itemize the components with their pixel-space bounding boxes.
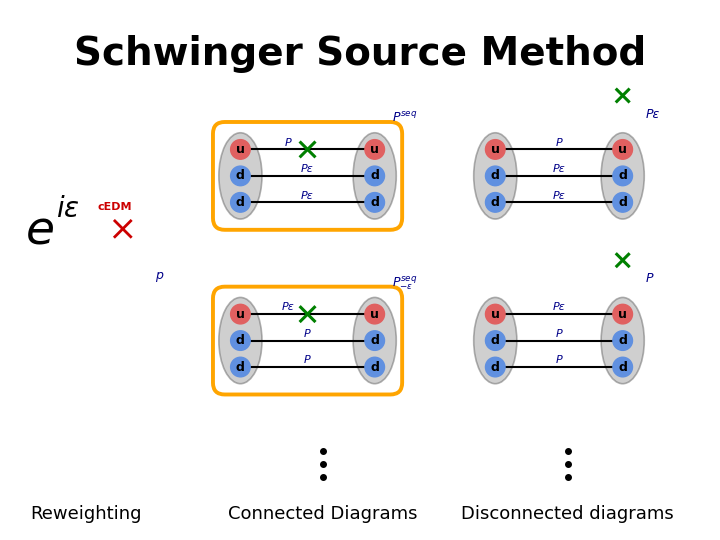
Text: P: P xyxy=(645,272,653,285)
Text: d: d xyxy=(618,361,627,374)
Text: $P^{seq}_{-\varepsilon}$: $P^{seq}_{-\varepsilon}$ xyxy=(392,274,418,292)
Ellipse shape xyxy=(474,298,517,384)
Text: Pε: Pε xyxy=(282,302,294,312)
Circle shape xyxy=(365,166,384,186)
Text: u: u xyxy=(236,143,245,156)
Text: P: P xyxy=(284,138,292,147)
Text: d: d xyxy=(491,361,500,374)
Text: u: u xyxy=(618,143,627,156)
Text: cEDM: cEDM xyxy=(98,202,132,212)
Text: d: d xyxy=(370,196,379,209)
Ellipse shape xyxy=(219,298,262,384)
Circle shape xyxy=(613,305,632,324)
Circle shape xyxy=(230,357,251,377)
Text: P: P xyxy=(556,138,562,147)
Text: d: d xyxy=(236,334,245,347)
Text: u: u xyxy=(370,143,379,156)
Circle shape xyxy=(230,305,251,324)
Circle shape xyxy=(230,193,251,212)
Text: $P^{seq}$: $P^{seq}$ xyxy=(392,111,418,125)
Circle shape xyxy=(613,357,632,377)
Text: P: P xyxy=(556,329,562,339)
Text: d: d xyxy=(491,334,500,347)
Circle shape xyxy=(485,166,505,186)
Circle shape xyxy=(613,331,632,350)
Text: Pε: Pε xyxy=(553,191,565,200)
Text: $e$: $e$ xyxy=(24,208,54,253)
Text: Pε: Pε xyxy=(301,164,314,174)
Circle shape xyxy=(485,305,505,324)
Text: d: d xyxy=(491,170,500,183)
Text: d: d xyxy=(236,170,245,183)
Circle shape xyxy=(230,166,251,186)
Text: Pε: Pε xyxy=(645,107,660,120)
Circle shape xyxy=(485,140,505,159)
Circle shape xyxy=(485,193,505,212)
Text: d: d xyxy=(491,196,500,209)
Circle shape xyxy=(613,166,632,186)
Text: P: P xyxy=(304,355,311,365)
Text: P: P xyxy=(304,329,311,339)
Text: Schwinger Source Method: Schwinger Source Method xyxy=(74,35,646,73)
Text: P: P xyxy=(556,355,562,365)
Text: u: u xyxy=(370,308,379,321)
Text: d: d xyxy=(236,196,245,209)
Circle shape xyxy=(613,193,632,212)
Circle shape xyxy=(365,331,384,350)
Ellipse shape xyxy=(601,298,644,384)
Text: p: p xyxy=(155,269,163,282)
Text: d: d xyxy=(618,170,627,183)
Circle shape xyxy=(365,140,384,159)
Text: d: d xyxy=(618,334,627,347)
Text: d: d xyxy=(236,361,245,374)
Text: Pε: Pε xyxy=(553,164,565,174)
Text: u: u xyxy=(618,308,627,321)
Text: Reweighting: Reweighting xyxy=(30,505,141,523)
Text: d: d xyxy=(370,361,379,374)
Ellipse shape xyxy=(353,133,396,219)
Text: d: d xyxy=(618,196,627,209)
Text: d: d xyxy=(370,170,379,183)
Ellipse shape xyxy=(474,133,517,219)
Ellipse shape xyxy=(601,133,644,219)
Circle shape xyxy=(365,193,384,212)
Circle shape xyxy=(365,305,384,324)
Text: Disconnected diagrams: Disconnected diagrams xyxy=(462,505,674,523)
Text: d: d xyxy=(370,334,379,347)
Circle shape xyxy=(485,331,505,350)
Circle shape xyxy=(230,140,251,159)
Circle shape xyxy=(230,331,251,350)
Text: Pε: Pε xyxy=(301,191,314,200)
Circle shape xyxy=(485,357,505,377)
Text: u: u xyxy=(236,308,245,321)
Circle shape xyxy=(613,140,632,159)
Text: u: u xyxy=(491,143,500,156)
Circle shape xyxy=(365,357,384,377)
Text: u: u xyxy=(491,308,500,321)
Text: $i\varepsilon$: $i\varepsilon$ xyxy=(56,195,80,223)
Text: Connected Diagrams: Connected Diagrams xyxy=(228,505,418,523)
Text: Pε: Pε xyxy=(553,302,565,312)
Ellipse shape xyxy=(353,298,396,384)
Ellipse shape xyxy=(219,133,262,219)
